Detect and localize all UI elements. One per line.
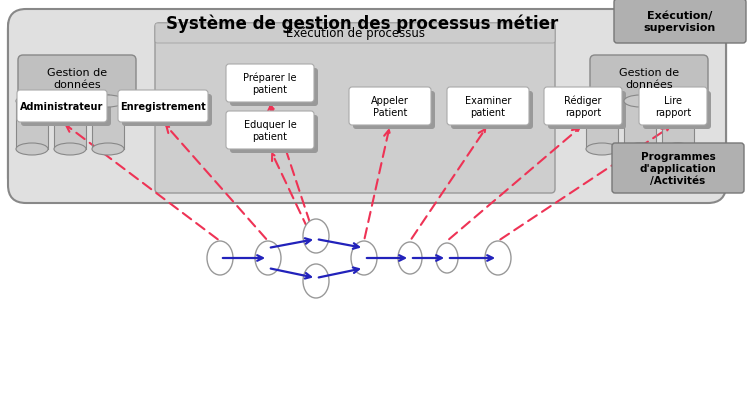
Ellipse shape (54, 144, 86, 156)
FancyBboxPatch shape (544, 88, 622, 126)
FancyBboxPatch shape (643, 92, 711, 130)
Text: Préparer le
patient: Préparer le patient (244, 73, 297, 95)
FancyBboxPatch shape (226, 112, 314, 150)
FancyBboxPatch shape (353, 92, 435, 130)
Text: Gestion de
données: Gestion de données (47, 68, 107, 89)
FancyBboxPatch shape (18, 56, 136, 102)
Text: Rédiger
rapport: Rédiger rapport (564, 96, 602, 118)
FancyBboxPatch shape (230, 69, 318, 107)
Text: Eduquer le
patient: Eduquer le patient (244, 120, 296, 142)
Ellipse shape (662, 96, 694, 108)
Ellipse shape (436, 243, 458, 273)
Ellipse shape (303, 264, 329, 298)
FancyBboxPatch shape (8, 12, 726, 196)
Text: Exécution/
supervision: Exécution/ supervision (644, 11, 716, 33)
Ellipse shape (586, 144, 618, 156)
Ellipse shape (662, 144, 694, 156)
Bar (54, 102, 86, 150)
Bar (16, 102, 48, 150)
Ellipse shape (303, 219, 329, 253)
FancyBboxPatch shape (8, 12, 726, 196)
Text: Programmes
d'application
/Activités: Programmes d'application /Activités (639, 152, 716, 185)
FancyBboxPatch shape (21, 95, 111, 127)
Ellipse shape (624, 96, 656, 108)
Text: Enregistrement: Enregistrement (120, 102, 206, 112)
Text: Examiner
patient: Examiner patient (464, 96, 511, 117)
Bar (624, 102, 656, 150)
FancyBboxPatch shape (118, 91, 208, 123)
Ellipse shape (54, 96, 86, 108)
Ellipse shape (92, 96, 124, 108)
Bar (586, 102, 618, 150)
FancyBboxPatch shape (17, 91, 107, 123)
Ellipse shape (351, 241, 377, 275)
FancyBboxPatch shape (639, 88, 707, 126)
Ellipse shape (92, 144, 124, 156)
FancyBboxPatch shape (614, 0, 746, 44)
Ellipse shape (255, 241, 281, 275)
FancyBboxPatch shape (590, 56, 708, 102)
Text: Appeler
Patient: Appeler Patient (371, 96, 409, 117)
FancyBboxPatch shape (349, 88, 431, 126)
FancyBboxPatch shape (447, 88, 529, 126)
Bar (662, 102, 694, 150)
FancyBboxPatch shape (548, 92, 626, 130)
Ellipse shape (586, 96, 618, 108)
FancyBboxPatch shape (226, 65, 314, 103)
FancyBboxPatch shape (230, 116, 318, 154)
Text: Système de gestion des processus métier: Système de gestion des processus métier (166, 15, 558, 33)
Text: Exécution de processus: Exécution de processus (286, 27, 425, 41)
Bar (92, 102, 124, 150)
Ellipse shape (16, 96, 48, 108)
Ellipse shape (16, 144, 48, 156)
Ellipse shape (398, 242, 422, 274)
Ellipse shape (624, 144, 656, 156)
FancyBboxPatch shape (155, 24, 555, 44)
Text: Administrateur: Administrateur (20, 102, 104, 112)
FancyBboxPatch shape (451, 92, 533, 130)
FancyBboxPatch shape (8, 10, 726, 203)
Text: Gestion de
données: Gestion de données (619, 68, 679, 89)
FancyBboxPatch shape (612, 144, 744, 194)
Ellipse shape (485, 241, 511, 275)
FancyBboxPatch shape (122, 95, 212, 127)
Text: Lire
rapport: Lire rapport (655, 96, 691, 117)
FancyBboxPatch shape (155, 24, 555, 194)
Ellipse shape (207, 241, 233, 275)
